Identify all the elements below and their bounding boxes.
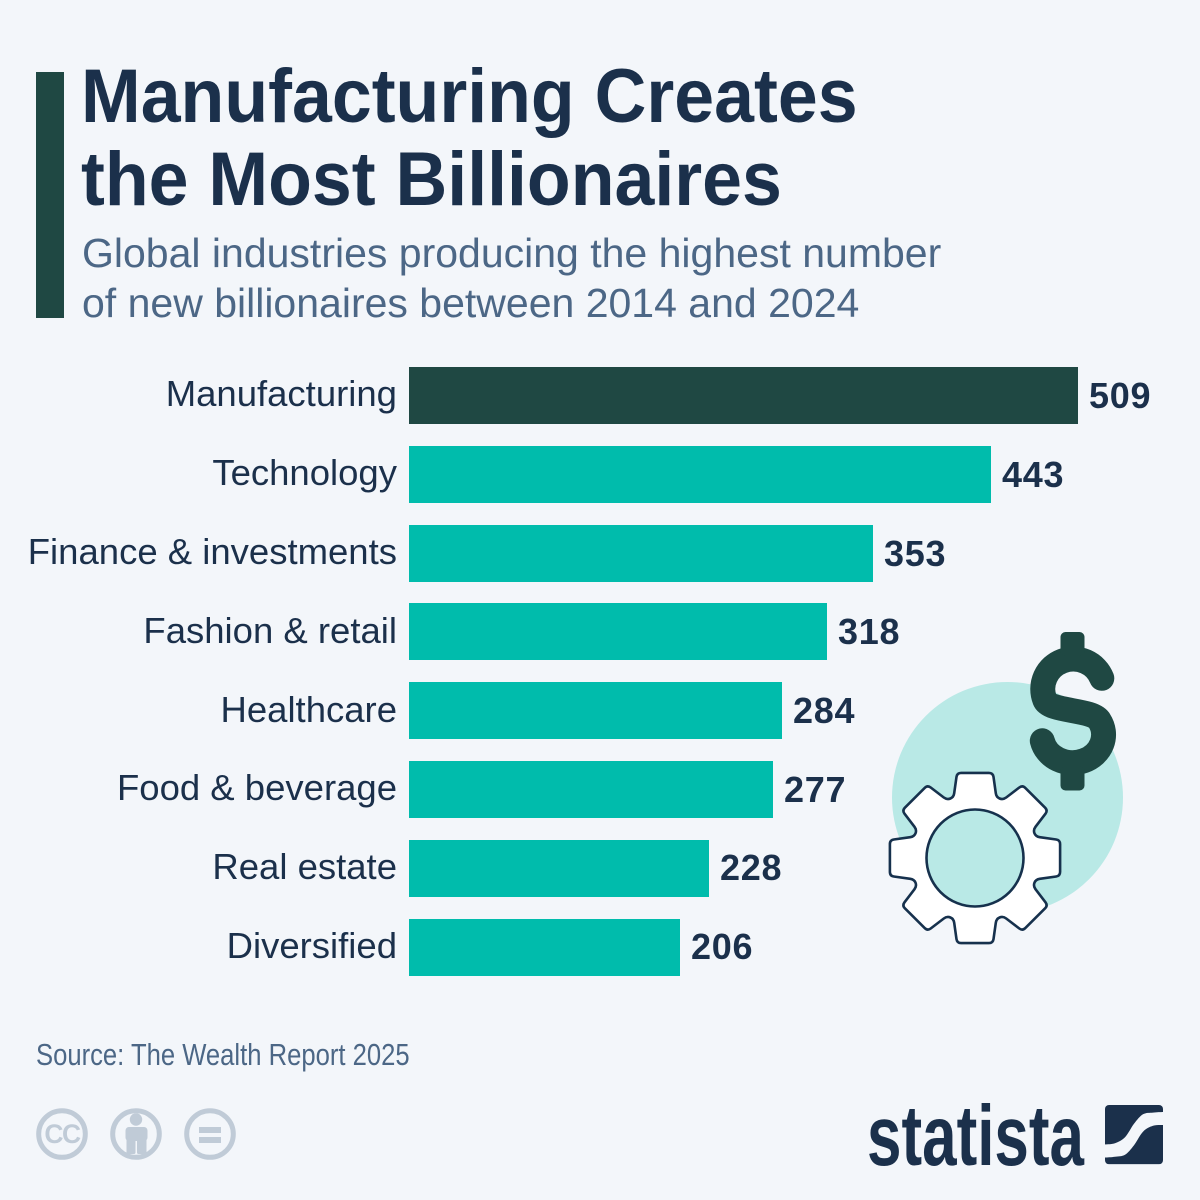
svg-text:CC: CC	[44, 1119, 81, 1149]
svg-text:statista: statista	[867, 1095, 1085, 1175]
